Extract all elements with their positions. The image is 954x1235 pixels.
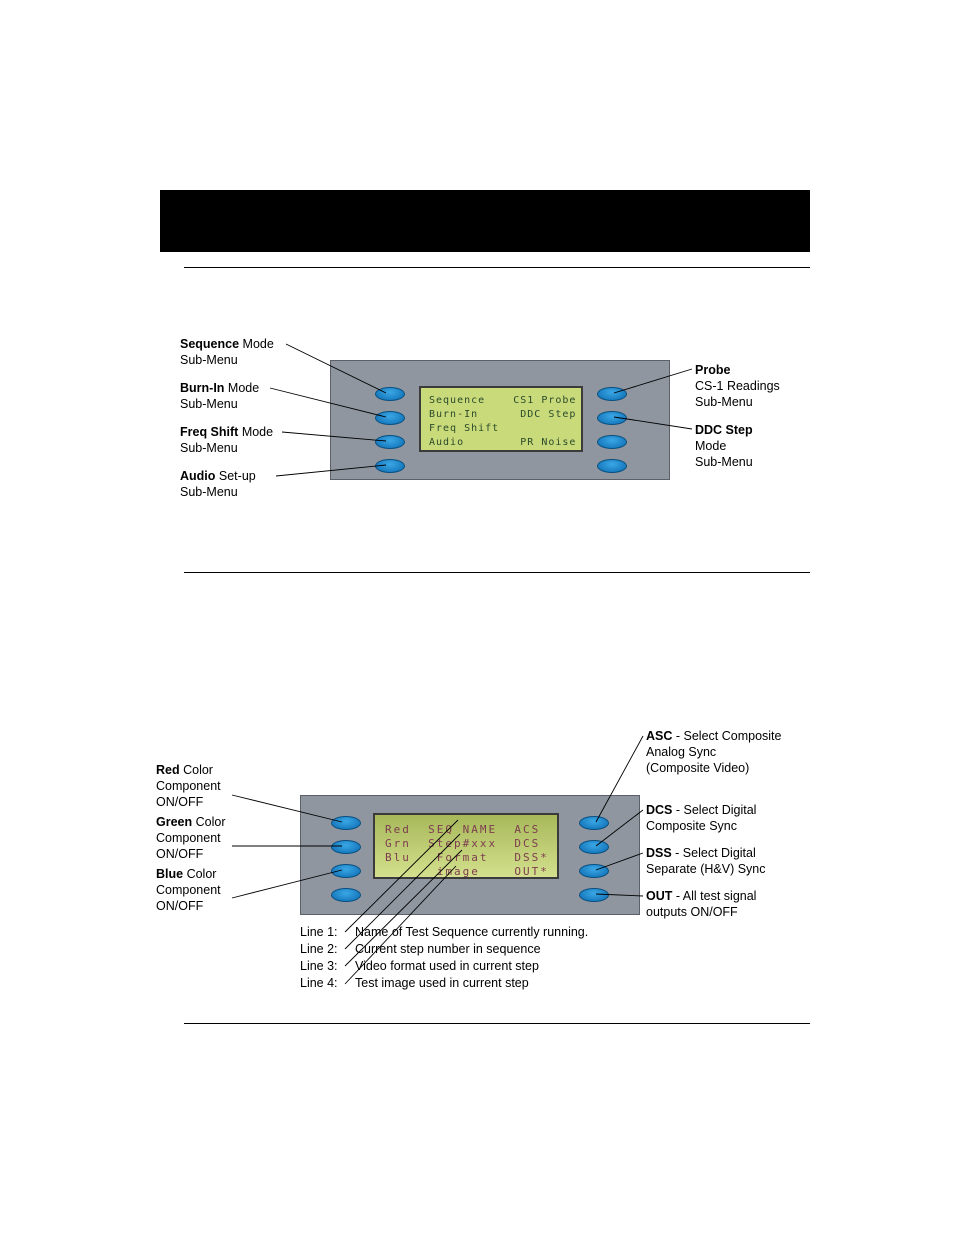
softkey-button[interactable] xyxy=(597,387,627,401)
callout-red: Red Color Component ON/OFF xyxy=(156,762,221,810)
lcd-line: Grn Step#xxx DCS xyxy=(385,837,540,850)
softkey-button[interactable] xyxy=(579,816,609,830)
callout-green: Green Color Component ON/OFF xyxy=(156,814,225,862)
softkey-button[interactable] xyxy=(579,840,609,854)
callout-dcs: DCS - Select Digital Composite Sync xyxy=(646,802,756,834)
lcd-line: Blu Format DSS* xyxy=(385,851,549,864)
softkey-button[interactable] xyxy=(331,888,361,902)
softkey-button[interactable] xyxy=(597,459,627,473)
softkey-button[interactable] xyxy=(597,411,627,425)
callout-audio: Audio Set-up Sub-Menu xyxy=(180,468,256,500)
callout-burnin: Burn-In Mode Sub-Menu xyxy=(180,380,259,412)
lcd-line: Red SEQ NAME ACS xyxy=(385,823,540,836)
callout-ddcstep: DDC Step Mode Sub-Menu xyxy=(695,422,753,470)
lcd-line: image OUT* xyxy=(385,865,549,878)
callout-probe: Probe CS-1 Readings Sub-Menu xyxy=(695,362,780,410)
lcd-screen: Sequence CS1 Probe Burn-In DDC Step Freq… xyxy=(419,386,583,452)
line-note-row: Line 1:Name of Test Sequence currently r… xyxy=(300,924,588,941)
softkey-button[interactable] xyxy=(375,387,405,401)
softkey-button[interactable] xyxy=(579,864,609,878)
softkey-button[interactable] xyxy=(331,864,361,878)
softkey-button[interactable] xyxy=(375,435,405,449)
softkey-button[interactable] xyxy=(331,840,361,854)
header-banner xyxy=(160,190,810,252)
callout-sequence: Sequence Mode Sub-Menu xyxy=(180,336,274,368)
device-panel-2: Red SEQ NAME ACS Grn Step#xxx DCS Blu Fo… xyxy=(300,795,640,915)
divider xyxy=(184,267,810,268)
callout-freqshift: Freq Shift Mode Sub-Menu xyxy=(180,424,273,456)
lcd-line: Burn-In DDC Step xyxy=(429,409,576,420)
softkey-button[interactable] xyxy=(375,459,405,473)
line-note-row: Line 2:Current step number in sequence xyxy=(300,941,588,958)
line-note-row: Line 3:Video format used in current step xyxy=(300,958,588,975)
leader-lines xyxy=(0,0,954,1235)
line-notes: Line 1:Name of Test Sequence currently r… xyxy=(300,924,588,992)
lcd-line: Freq Shift xyxy=(429,423,499,434)
callout-dss: DSS - Select Digital Separate (H&V) Sync xyxy=(646,845,766,877)
callout-asc: ASC - Select Composite Analog Sync (Comp… xyxy=(646,728,781,776)
lcd-screen: Red SEQ NAME ACS Grn Step#xxx DCS Blu Fo… xyxy=(373,813,559,879)
softkey-button[interactable] xyxy=(331,816,361,830)
lcd-line: Audio PR Noise xyxy=(429,437,576,448)
callout-out: OUT - All test signal outputs ON/OFF xyxy=(646,888,756,920)
divider xyxy=(184,1023,810,1024)
line-note-row: Line 4:Test image used in current step xyxy=(300,975,588,992)
softkey-button[interactable] xyxy=(579,888,609,902)
softkey-button[interactable] xyxy=(375,411,405,425)
lcd-line: Sequence CS1 Probe xyxy=(429,395,576,406)
callout-blue: Blue Color Component ON/OFF xyxy=(156,866,221,914)
device-panel-1: Sequence CS1 Probe Burn-In DDC Step Freq… xyxy=(330,360,670,480)
softkey-button[interactable] xyxy=(597,435,627,449)
divider xyxy=(184,572,810,573)
